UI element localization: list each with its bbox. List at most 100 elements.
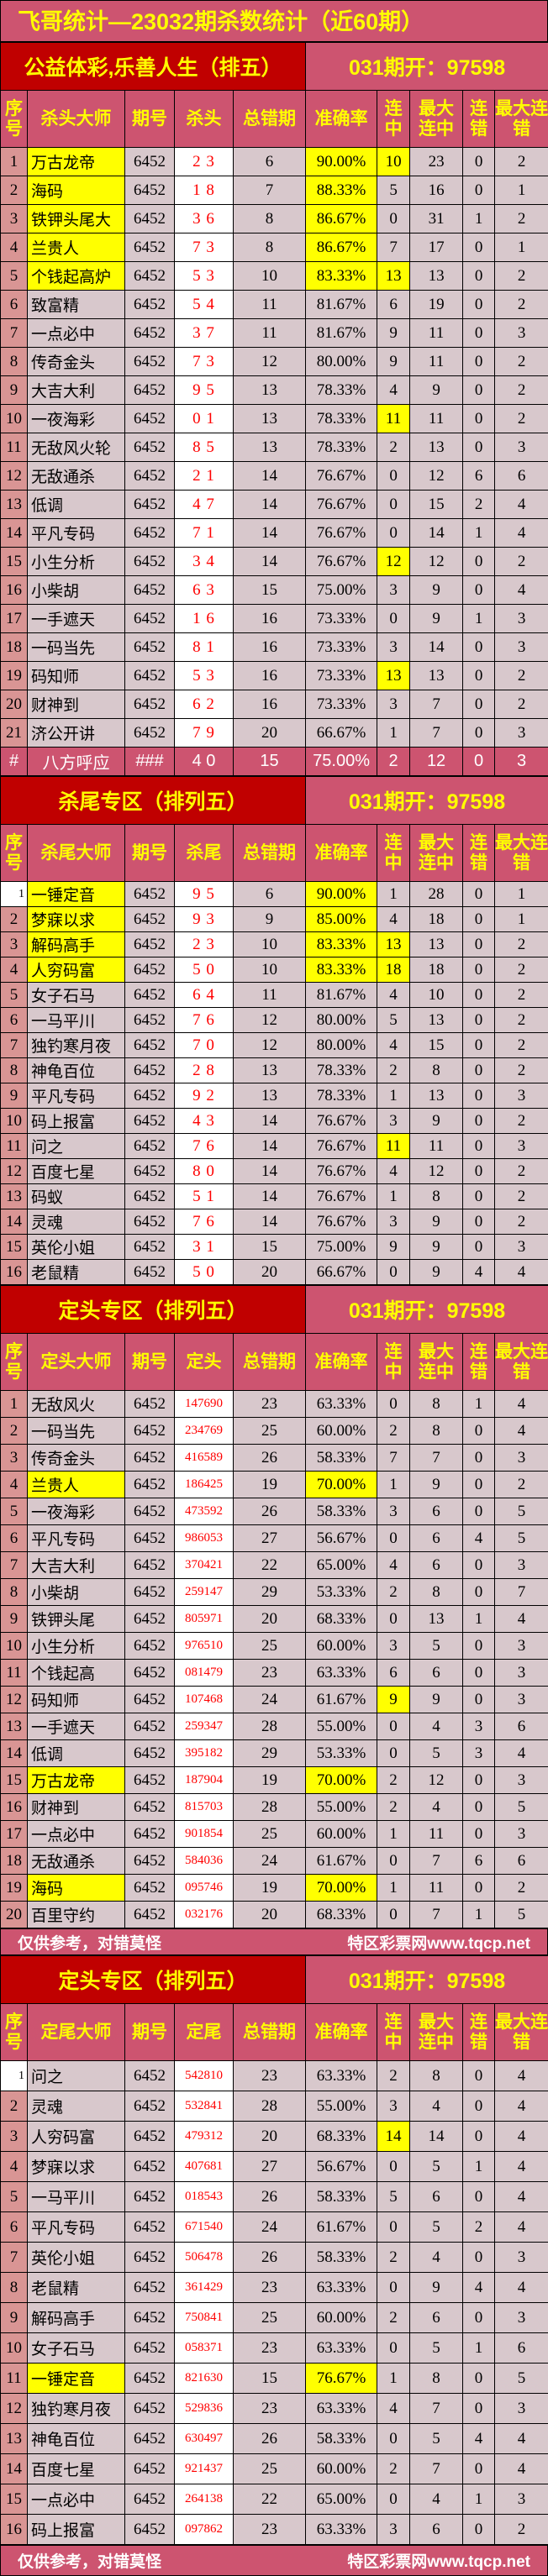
cell-loss-streak: 0 — [463, 2182, 495, 2212]
cell-max-loss-streak: 2 — [495, 262, 548, 291]
cell-kill: 584036 — [175, 1848, 234, 1875]
cell-max-loss-streak: 4 — [495, 2454, 548, 2484]
cell-max-win-streak: 7 — [410, 2454, 463, 2484]
cell-max-loss-streak: 5 — [495, 1794, 548, 1821]
cell-max-win-streak: 16 — [410, 176, 463, 205]
cell-seq: 12 — [1, 1159, 28, 1184]
cell-seq: 9 — [1, 1083, 28, 1109]
cell-total-errors: 24 — [234, 1687, 306, 1713]
cell-win-streak: 0 — [377, 1740, 410, 1767]
cell-loss-streak: 0 — [463, 907, 495, 932]
cell-win-streak: 18 — [377, 957, 410, 983]
cell-max-loss-streak: 3 — [495, 2394, 548, 2424]
cell-name: 码知师 — [28, 662, 125, 690]
cell-name: 万古龙帝 — [28, 148, 125, 176]
cell-seq: 5 — [1, 262, 28, 291]
cell-max-win-streak: 13 — [410, 1606, 463, 1633]
cell-issue: 6452 — [125, 1445, 175, 1472]
cell-max-win-streak: 15 — [410, 491, 463, 519]
cell-name: 人穷码富 — [28, 957, 125, 983]
cell-win-streak: 11 — [377, 405, 410, 433]
column-header-row: 序号杀尾大师期号杀尾总错期准确率连中最大连中连错最大连错 — [1, 825, 548, 882]
cell-issue: 6452 — [125, 1767, 175, 1794]
cell-accuracy: 63.33% — [306, 1391, 377, 1418]
cell-total-errors: 10 — [234, 932, 306, 957]
cell-issue: 6452 — [125, 2515, 175, 2545]
cell-issue: 6452 — [125, 2364, 175, 2394]
cell-max-loss-streak: 4 — [495, 2061, 548, 2091]
cell-kill: 264138 — [175, 2484, 234, 2515]
cell-name: 解码高手 — [28, 932, 125, 957]
cell-max-loss-streak: 4 — [495, 1606, 548, 1633]
cell-total-errors: 9 — [234, 907, 306, 932]
cell-name: 一点必中 — [28, 1821, 125, 1848]
cell-kill: 395182 — [175, 1740, 234, 1767]
cell-win-streak: 0 — [377, 1391, 410, 1418]
cell-issue: 6452 — [125, 1391, 175, 1418]
column-header-seq: 序号 — [1, 1334, 28, 1391]
column-header-max-loss-streak: 最大连错 — [495, 91, 548, 148]
cell-max-win-streak: 9 — [410, 1209, 463, 1235]
cell-total-errors: 20 — [234, 1260, 306, 1285]
cell-accuracy: 53.33% — [306, 1740, 377, 1767]
cell-max-loss-streak: 3 — [495, 605, 548, 633]
cell-total-errors: 19 — [234, 1472, 306, 1498]
cell-loss-streak: 0 — [463, 1058, 495, 1083]
cell-name: 英伦小姐 — [28, 1235, 125, 1260]
column-header-kill: 定头 — [175, 1334, 234, 1391]
cell-seq: 17 — [1, 1821, 28, 1848]
cell-total-errors: 13 — [234, 405, 306, 433]
cell-issue: 6452 — [125, 1687, 175, 1713]
cell-loss-streak: 0 — [463, 1498, 495, 1525]
cell-total-errors: 6 — [234, 148, 306, 176]
cell-name: 海码 — [28, 176, 125, 205]
cell-accuracy: 86.67% — [306, 205, 377, 233]
cell-issue: 6452 — [125, 1713, 175, 1740]
cell-kill: 506478 — [175, 2243, 234, 2273]
cell-total-errors: 28 — [234, 2091, 306, 2122]
cell-max-loss-streak: 4 — [495, 2182, 548, 2212]
cell-max-loss-streak: 2 — [495, 291, 548, 319]
cell-accuracy: 90.00% — [306, 882, 377, 907]
cell-kill: 3 6 — [175, 205, 234, 233]
cell-issue: 6452 — [125, 1821, 175, 1848]
cell-accuracy: 63.33% — [306, 2515, 377, 2545]
cell-win-streak: 0 — [377, 205, 410, 233]
cell-win-streak: 0 — [377, 1713, 410, 1740]
cell-seq: 7 — [1, 1552, 28, 1579]
cell-loss-streak: 0 — [463, 1008, 495, 1033]
cell-win-streak: 0 — [377, 1260, 410, 1285]
cell-kill: 3 7 — [175, 319, 234, 348]
cell-kill: 976510 — [175, 1633, 234, 1660]
cell-max-loss-streak: 6 — [495, 1848, 548, 1875]
column-header-loss-streak: 连错 — [463, 2004, 495, 2061]
cell-max-win-streak: 13 — [410, 1083, 463, 1109]
footer-site-link[interactable]: 特区彩票网www.tqcp.net — [347, 1931, 530, 1954]
cell-kill: 147690 — [175, 1391, 234, 1418]
cell-seq: 2 — [1, 1418, 28, 1445]
cell-seq: 3 — [1, 205, 28, 233]
footer-site-link[interactable]: 特区彩票网www.tqcp.net — [347, 2549, 530, 2572]
cell-name: 一手遮天 — [28, 605, 125, 633]
cell-max-win-streak: 12 — [410, 1159, 463, 1184]
cell-kill: 5 0 — [175, 1260, 234, 1285]
cell-name: 人穷码富 — [28, 2122, 125, 2152]
cell-max-win-streak: 9 — [410, 1260, 463, 1285]
cell-issue: 6452 — [125, 433, 175, 462]
cell-win-streak: 0 — [377, 2212, 410, 2243]
cell-issue: 6452 — [125, 519, 175, 548]
cell-seq: 7 — [1, 2243, 28, 2273]
cell-loss-streak: 0 — [463, 1660, 495, 1687]
cell-total-errors: 11 — [234, 291, 306, 319]
cell-seq: 13 — [1, 491, 28, 519]
cell-loss-streak: 1 — [463, 205, 495, 233]
cell-kill: 234769 — [175, 1418, 234, 1445]
column-header-kill: 杀头 — [175, 91, 234, 148]
cell-total-errors: 13 — [234, 376, 306, 405]
